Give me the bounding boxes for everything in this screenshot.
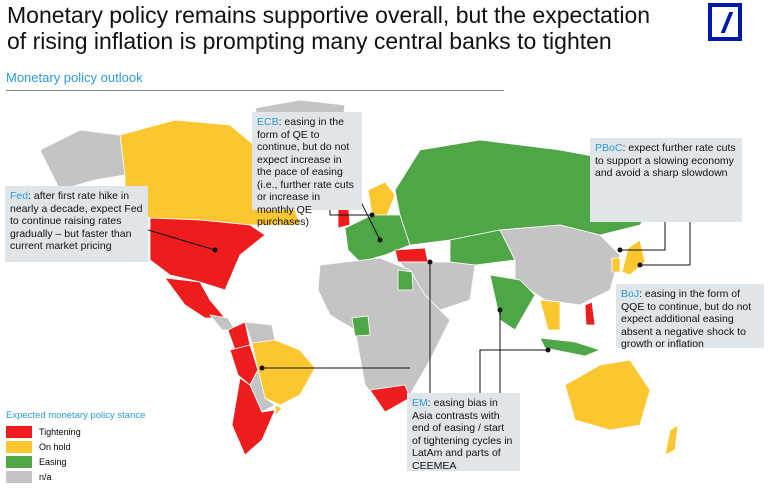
callout-text: : expect further rate cuts to support a … — [595, 142, 736, 179]
legend-swatch — [6, 470, 32, 483]
callout-dots — [212, 212, 643, 371]
callout-key: BoJ — [621, 288, 640, 300]
chart-subtitle: Monetary policy outlook — [6, 70, 143, 85]
callout-text: : after first rate hike in nearly a deca… — [10, 190, 143, 252]
page-title: Monetary policy remains supportive overa… — [7, 2, 651, 54]
uruguay — [274, 404, 283, 416]
philippines — [584, 301, 596, 326]
turkey — [394, 247, 429, 263]
chile-argentina — [231, 377, 276, 456]
japan — [621, 239, 646, 276]
legend-swatch — [6, 425, 32, 438]
egypt — [397, 269, 414, 291]
callout-boj: BoJ: easing in the form of QQE to contin… — [616, 284, 764, 350]
callout-text: : easing in the form of QQE to continue,… — [621, 288, 752, 350]
callout-fed: Fed: after first rate hike in nearly a d… — [5, 186, 148, 262]
legend-label: Easing — [39, 456, 67, 467]
legend-label: Tightening — [39, 426, 81, 437]
legend-title: Expected monetary policy stance — [6, 410, 146, 421]
legend: Expected monetary policy stance Tighteni… — [6, 410, 145, 484]
usa — [149, 217, 266, 291]
scandinavia — [367, 181, 396, 221]
legend-item-na: n/a — [6, 469, 145, 484]
central-america — [209, 314, 236, 331]
deutsche-bank-logo — [708, 3, 742, 41]
legend-item-on-hold: On hold — [6, 439, 145, 454]
indonesia — [539, 337, 602, 357]
korea — [611, 257, 621, 273]
legend-item-tightening: Tightening — [6, 424, 145, 439]
south-africa — [369, 384, 411, 413]
alaska — [39, 129, 126, 191]
callout-ecb: ECB: easing in the form of QE to continu… — [252, 112, 362, 228]
southeast-asia — [539, 299, 561, 331]
china — [499, 224, 621, 306]
legend-swatch — [6, 455, 32, 468]
callout-text: : easing in the form of QE to continue, … — [257, 116, 354, 228]
india — [489, 274, 536, 331]
central-asia — [449, 229, 516, 266]
legend-swatch — [6, 440, 32, 453]
callout-em: EM: easing bias in Asia contrasts with e… — [407, 393, 520, 472]
new-zealand — [664, 424, 679, 456]
legend-label: n/a — [39, 471, 52, 482]
callout-key: PBoC — [595, 142, 623, 154]
callout-text: : easing bias in Asia contrasts with end… — [412, 397, 513, 472]
callout-leaders — [147, 199, 691, 393]
nigeria — [351, 315, 371, 337]
legend-item-easing: Easing — [6, 454, 145, 469]
callout-key: ECB — [257, 116, 279, 128]
callout-pboc: PBoC: expect further rate cuts to suppor… — [590, 138, 742, 222]
legend-label: On hold — [39, 441, 71, 452]
venezuela — [244, 321, 276, 344]
callout-key: EM — [412, 397, 428, 409]
australia — [564, 359, 651, 431]
callout-key: Fed — [10, 190, 29, 202]
divider — [6, 90, 504, 91]
